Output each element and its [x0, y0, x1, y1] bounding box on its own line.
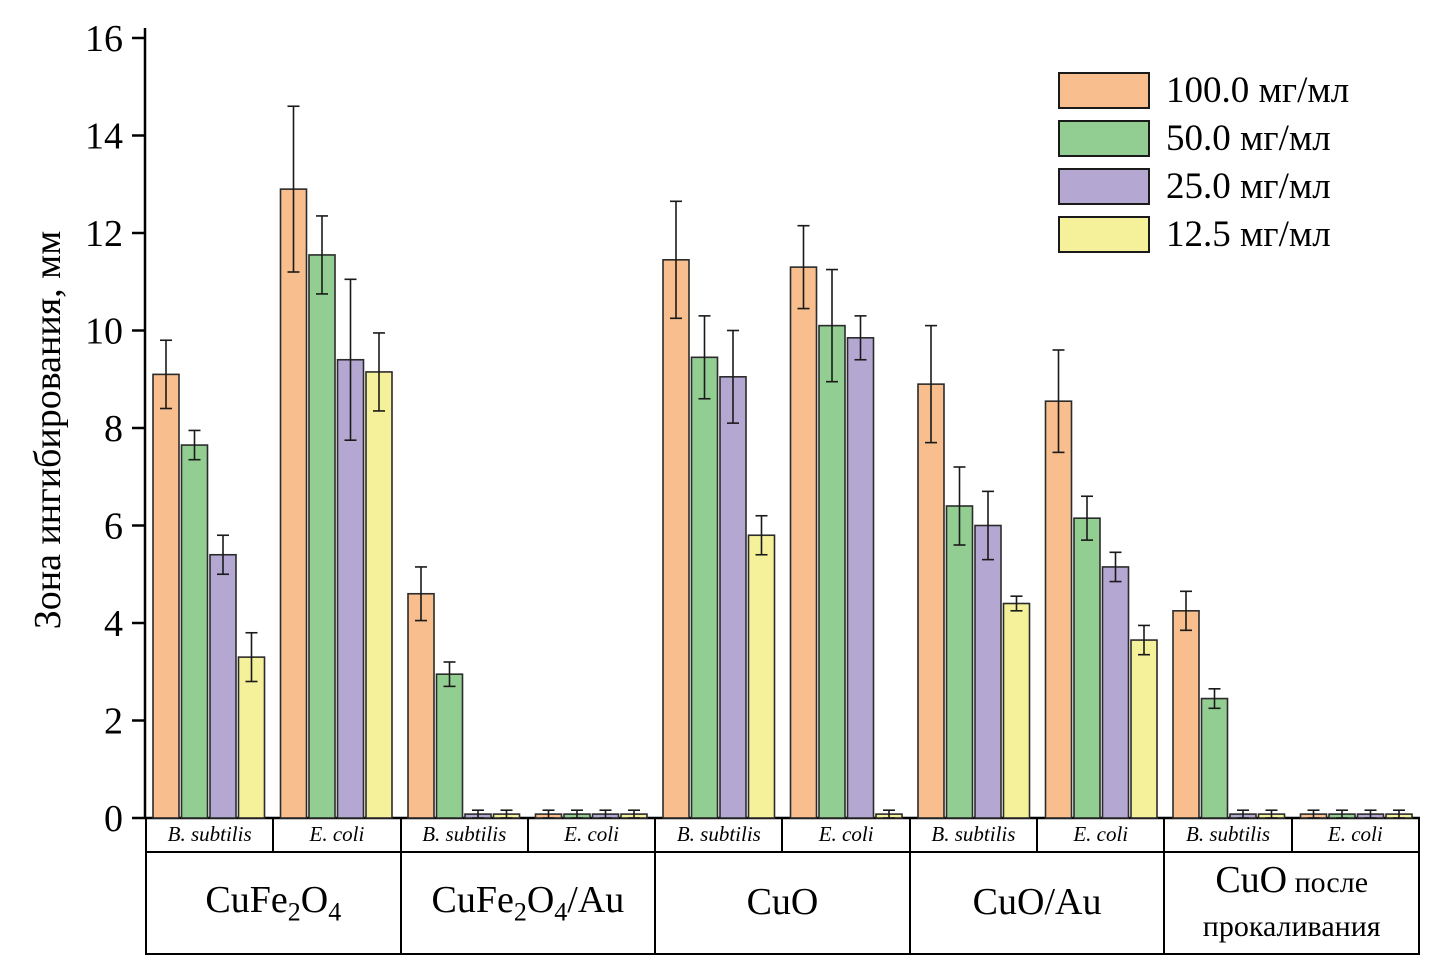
bar — [747, 534, 776, 819]
legend-item: 100.0 мг/мл — [1058, 70, 1349, 110]
legend-item: 25.0 мг/мл — [1058, 166, 1349, 206]
group-label-part: /Au — [567, 878, 625, 921]
legend-label: 100.0 мг/мл — [1166, 69, 1350, 111]
group-label-part: CuO — [1215, 859, 1288, 902]
y-tick-label: 10 — [85, 311, 123, 353]
group-label-part: после прокаливания — [1202, 866, 1381, 943]
legend-swatch — [1058, 215, 1150, 253]
bar — [974, 524, 1002, 819]
bar — [365, 371, 393, 819]
legend-item: 50.0 мг/мл — [1058, 118, 1349, 158]
legend-swatch — [1058, 119, 1150, 157]
organism-cell: E. coli — [783, 818, 911, 851]
bar — [1200, 697, 1229, 819]
bar — [237, 656, 266, 819]
group-row: CuFe2O4 CuFe2O4/Au CuO CuO/Au CuO после прок… — [147, 853, 1418, 953]
y-tick-label: 12 — [85, 213, 123, 255]
group-label-part: CuO/Au — [972, 881, 1102, 924]
bar — [152, 373, 180, 819]
bar — [1101, 566, 1130, 819]
group-label-part: CuFe — [205, 878, 288, 921]
organism-cell: E. coli — [274, 818, 402, 851]
bar — [1002, 602, 1031, 819]
legend-swatch — [1058, 71, 1150, 109]
organism-cell: B. subtilis — [911, 818, 1039, 851]
y-tick-label: 4 — [104, 603, 123, 645]
bar — [945, 505, 974, 819]
group-label-part: CuO — [746, 881, 819, 924]
group-label-part: CuFe — [431, 878, 514, 921]
group-label-part: O — [300, 878, 329, 921]
y-tick-label: 14 — [85, 116, 123, 158]
organism-cell: E. coli — [529, 818, 657, 851]
legend-label: 25.0 мг/мл — [1166, 165, 1331, 207]
bar — [209, 553, 237, 819]
legend-label: 12.5 мг/мл — [1166, 213, 1331, 255]
y-tick-label: 0 — [104, 798, 123, 840]
group-cell: CuFe2O4/Au — [402, 853, 657, 953]
bar — [1044, 400, 1073, 819]
bar — [719, 376, 747, 819]
y-axis-label: Зона ингибирования, мм — [27, 230, 69, 630]
organism-cell: B. subtilis — [147, 818, 275, 851]
bar — [917, 383, 945, 819]
legend-item: 12.5 мг/мл — [1058, 214, 1349, 254]
group-label-part: 4 — [328, 897, 342, 927]
y-tick-label: 8 — [104, 408, 123, 450]
group-cell: CuFe2O4 — [147, 853, 402, 953]
axis-table: B. subtilis E. coli B. subtilis E. coli B. s… — [145, 818, 1420, 955]
group-label-part: 2 — [513, 897, 527, 927]
organism-cell: B. subtilis — [402, 818, 529, 851]
bar — [180, 444, 209, 819]
bar — [662, 259, 690, 819]
bar — [846, 337, 875, 819]
group-label-part: 4 — [554, 897, 568, 927]
bar — [279, 188, 308, 819]
y-tick-label: 6 — [104, 506, 123, 548]
organism-cell: E. coli — [1327, 822, 1383, 846]
legend: 100.0 мг/мл 50.0 мг/мл 25.0 мг/мл 12.5 мг/м… — [1058, 70, 1349, 262]
organism-cell: B. subtilis — [1165, 818, 1293, 851]
legend-swatch — [1058, 167, 1150, 205]
group-label-part: 2 — [287, 897, 301, 927]
legend-label: 50.0 мг/мл — [1166, 117, 1331, 159]
bar — [789, 266, 818, 819]
organism-cell: E. coli — [1038, 818, 1166, 851]
organism-cell: B. subtilis — [656, 818, 784, 851]
bar — [1073, 517, 1101, 819]
y-tick-label: 2 — [104, 701, 123, 743]
organism-row: B. subtilis E. coli B. subtilis E. coli B. s… — [147, 818, 1418, 853]
bar — [1172, 610, 1200, 819]
bar — [308, 254, 336, 819]
y-tick-label: 16 — [85, 18, 123, 60]
bar — [818, 324, 846, 819]
bar — [1130, 639, 1158, 819]
bar — [435, 673, 464, 819]
group-label-part: O — [526, 878, 555, 921]
group-cell: CuO после прокаливания — [1165, 853, 1418, 953]
bar — [407, 592, 435, 819]
group-cell: CuO — [656, 853, 911, 953]
group-cell: CuO/Au — [911, 853, 1166, 953]
bar — [690, 356, 719, 819]
